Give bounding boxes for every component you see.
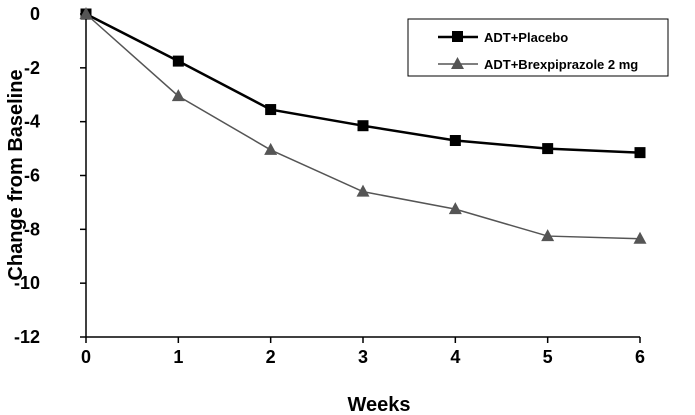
y-tick-label: -12: [14, 327, 40, 347]
axes: [80, 13, 641, 343]
y-tick-label: -8: [24, 219, 40, 239]
x-tick-label: 0: [81, 347, 91, 367]
data-point: [356, 184, 370, 197]
data-point: [448, 202, 462, 215]
data-point: [449, 135, 461, 147]
data-point: [265, 104, 277, 116]
data-point: [264, 142, 278, 155]
y-tick-label: 0: [30, 4, 40, 24]
data-point: [541, 229, 555, 242]
x-tick-label: 6: [635, 347, 645, 367]
x-tick-label: 5: [543, 347, 553, 367]
y-tick-label: -2: [24, 58, 40, 78]
data-point: [357, 120, 369, 132]
legend-marker-square: [452, 31, 463, 42]
data-point: [171, 89, 185, 102]
legend: ADT+Placebo ADT+Brexpiprazole 2 mg: [407, 18, 669, 77]
x-tick-label: 3: [358, 347, 368, 367]
data-point: [79, 7, 93, 19]
data-point: [172, 55, 184, 67]
legend-box: [407, 18, 669, 77]
y-tick-label: -4: [24, 112, 40, 132]
data-point: [634, 147, 646, 159]
x-tick-label: 1: [173, 347, 183, 367]
data-point: [542, 143, 554, 155]
tick-labels: 0 -2 -4 -6 -8 -10 -12 0 1 2 3 4 5 6: [14, 4, 645, 367]
legend-marker-triangle: [451, 57, 464, 69]
y-axis-title: Change from Baseline: [5, 69, 27, 280]
series-brexpiprazole: [79, 7, 647, 244]
x-axis-title: Weeks: [347, 394, 410, 415]
legend-label-placebo: ADT+Placebo: [484, 30, 568, 45]
y-tick-label: -6: [24, 166, 40, 186]
series-layer: [79, 7, 647, 244]
legend-label-brex: ADT+Brexpiprazole 2 mg: [484, 57, 638, 72]
x-tick-label: 2: [266, 347, 276, 367]
data-point: [633, 231, 647, 244]
y-tick-label: -10: [14, 273, 40, 293]
x-tick-label: 4: [450, 347, 460, 367]
